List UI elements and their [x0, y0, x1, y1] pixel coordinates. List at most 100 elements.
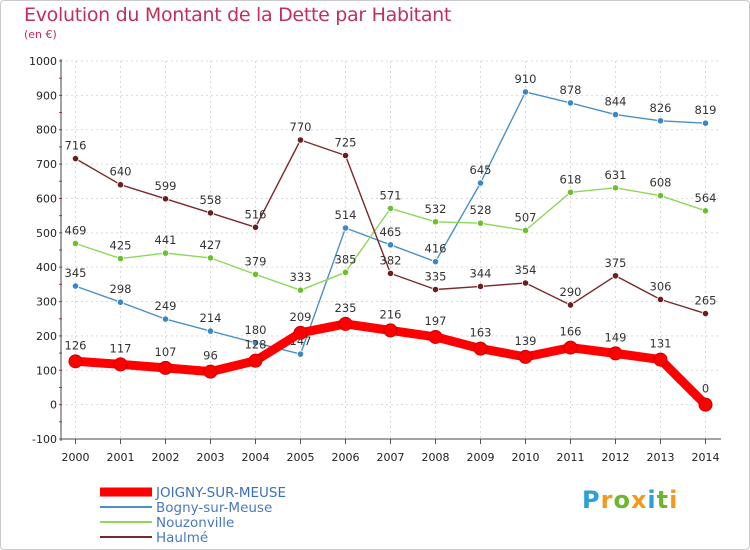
data-point-joigny-sur-meuse	[698, 397, 713, 412]
data-point-joigny-sur-meuse	[383, 323, 398, 338]
chart-subtitle: (en €)	[24, 28, 57, 41]
data-point-bogny-sur-meuse	[431, 258, 440, 266]
data-point-nouzonville	[656, 192, 665, 200]
data-point-nouzonville	[521, 226, 530, 235]
data-point-joigny-sur-meuse	[113, 357, 128, 372]
data-point-bogny-sur-meuse	[521, 88, 530, 96]
data-point-nouzonville	[341, 268, 350, 276]
data-label-joigny-sur-meuse: 131	[650, 337, 672, 351]
data-point-haulm-	[71, 154, 80, 163]
data-point-joigny-sur-meuse	[518, 349, 533, 364]
data-point-haulm-	[611, 272, 620, 280]
x-tick-label: 2007	[377, 451, 405, 464]
logo-letter: x	[630, 486, 648, 514]
logo-letter: o	[613, 486, 631, 514]
x-tick-label: 2006	[332, 451, 360, 464]
data-label-haulm-: 306	[650, 279, 672, 293]
y-tick-label: 300	[36, 296, 57, 309]
data-point-nouzonville	[566, 188, 575, 196]
data-point-joigny-sur-meuse	[428, 329, 443, 344]
data-label-bogny-sur-meuse: 465	[380, 225, 402, 239]
data-point-bogny-sur-meuse	[476, 179, 485, 187]
data-label-haulm-: 344	[470, 266, 492, 280]
x-tick-label: 2009	[467, 451, 495, 464]
data-point-haulm-	[296, 136, 305, 144]
data-label-joigny-sur-meuse: 128	[245, 338, 267, 352]
data-label-bogny-sur-meuse: 878	[560, 83, 582, 97]
y-tick-label: 200	[36, 330, 57, 343]
data-label-haulm-: 265	[695, 294, 717, 308]
data-point-haulm-	[206, 209, 215, 217]
data-label-nouzonville: 608	[650, 176, 672, 190]
x-tick-label: 2004	[242, 451, 270, 464]
data-label-haulm-: 375	[605, 256, 627, 270]
data-point-bogny-sur-meuse	[566, 99, 575, 107]
data-point-joigny-sur-meuse	[158, 360, 173, 375]
data-label-haulm-: 640	[110, 165, 132, 179]
logo-letter: t	[656, 486, 670, 514]
y-tick-label: 100	[36, 364, 57, 377]
data-label-joigny-sur-meuse: 107	[155, 345, 177, 359]
data-point-nouzonville	[431, 218, 440, 226]
data-point-bogny-sur-meuse	[386, 241, 395, 249]
data-point-bogny-sur-meuse	[161, 315, 170, 323]
data-point-bogny-sur-meuse	[656, 117, 665, 125]
y-tick-label: 700	[36, 158, 57, 171]
proxiti-logo: Proxiti	[582, 486, 678, 514]
data-label-haulm-: 770	[290, 120, 312, 134]
data-label-haulm-: 599	[155, 179, 177, 193]
data-label-joigny-sur-meuse: 149	[605, 330, 627, 344]
data-label-bogny-sur-meuse: 180	[245, 323, 267, 337]
y-tick-label: 800	[36, 124, 57, 137]
data-point-haulm-	[521, 279, 530, 287]
data-label-haulm-: 516	[245, 207, 267, 221]
x-tick-label: 2008	[422, 451, 450, 464]
data-point-joigny-sur-meuse	[473, 341, 488, 356]
data-label-bogny-sur-meuse: 844	[605, 95, 627, 109]
data-label-haulm-: 382	[380, 253, 402, 267]
x-tick-label: 2011	[557, 451, 585, 464]
data-label-joigny-sur-meuse: 117	[110, 341, 132, 355]
data-point-bogny-sur-meuse	[71, 282, 80, 290]
data-point-nouzonville	[251, 270, 260, 278]
data-label-nouzonville: 441	[155, 233, 177, 247]
data-point-bogny-sur-meuse	[341, 224, 350, 232]
x-tick-label: 2013	[647, 451, 675, 464]
data-label-bogny-sur-meuse: 514	[335, 208, 357, 222]
y-tick-label: 0	[50, 399, 57, 412]
y-tick-label: -100	[32, 433, 57, 446]
data-label-nouzonville: 631	[605, 168, 627, 182]
data-point-nouzonville	[386, 204, 395, 213]
data-point-joigny-sur-meuse	[653, 352, 668, 367]
data-label-joigny-sur-meuse: 139	[515, 334, 537, 348]
data-label-haulm-: 558	[200, 193, 222, 207]
data-label-nouzonville: 618	[560, 172, 582, 186]
x-tick-label: 2014	[692, 451, 720, 464]
data-label-bogny-sur-meuse: 214	[200, 311, 222, 325]
data-label-nouzonville: 469	[65, 223, 87, 237]
data-point-bogny-sur-meuse	[116, 298, 125, 306]
data-label-haulm-: 354	[515, 263, 537, 277]
data-label-bogny-sur-meuse: 249	[155, 299, 177, 313]
logo-letter: P	[582, 486, 601, 514]
data-point-haulm-	[431, 285, 440, 294]
data-point-joigny-sur-meuse	[68, 354, 83, 369]
data-point-nouzonville	[296, 286, 305, 294]
data-point-haulm-	[476, 282, 485, 291]
y-tick-label: 600	[36, 192, 57, 205]
data-label-nouzonville: 425	[110, 239, 132, 253]
data-point-haulm-	[116, 181, 125, 189]
data-point-haulm-	[161, 195, 170, 203]
data-label-joigny-sur-meuse: 209	[290, 310, 312, 324]
data-point-nouzonville	[161, 249, 170, 257]
data-label-joigny-sur-meuse: 166	[560, 325, 582, 339]
data-label-nouzonville: 333	[290, 270, 312, 284]
x-tick-label: 2000	[62, 451, 90, 464]
data-point-joigny-sur-meuse	[203, 364, 218, 379]
data-point-joigny-sur-meuse	[563, 340, 578, 355]
data-label-joigny-sur-meuse: 0	[702, 382, 709, 396]
y-tick-label: 900	[36, 89, 57, 102]
data-label-joigny-sur-meuse: 163	[470, 326, 492, 340]
data-point-haulm-	[656, 295, 665, 304]
